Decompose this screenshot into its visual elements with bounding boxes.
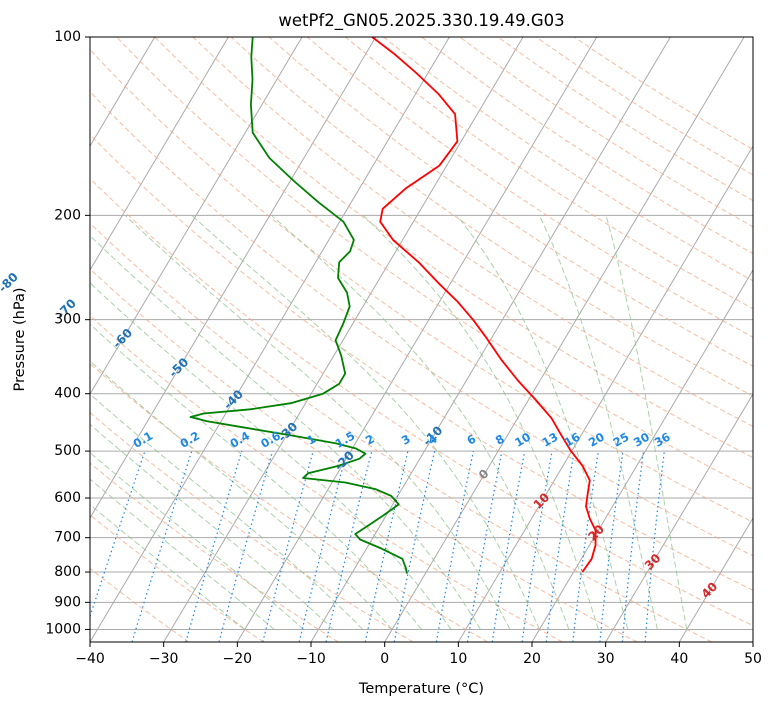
- dry-adiabat-line: [90, 514, 264, 642]
- dewpoint-line: [189, 37, 408, 574]
- moist-adiabat-line: [271, 214, 570, 630]
- moist-adiabat-line: [90, 423, 334, 630]
- x-tick-label: −40: [75, 651, 105, 667]
- x-tick-label: −30: [149, 651, 179, 667]
- mixing-ratio-label: 20: [586, 430, 607, 450]
- isotherm-line: [90, 37, 156, 148]
- mixing-ratio-label: 30: [631, 430, 652, 450]
- y-tick-label: 200: [54, 207, 81, 223]
- moist-adiabat-line: [90, 234, 481, 630]
- moist-adiabat-line: [362, 214, 599, 630]
- dry-adiabat-line: [192, 37, 753, 428]
- dry-adiabat-line: [306, 37, 753, 338]
- mixing-ratio-line: [466, 450, 503, 642]
- moist-adiabat-line: [191, 214, 540, 630]
- guide-lines: [90, 37, 753, 642]
- moist-adiabat-line: [90, 503, 246, 630]
- x-tick-label: 20: [523, 651, 541, 667]
- isotherm-line: [531, 268, 753, 642]
- mixing-ratio-line: [491, 450, 526, 642]
- plot-frame: [89, 36, 754, 643]
- y-tick-label: 1000: [45, 621, 81, 637]
- dry-adiabat-line: [90, 411, 414, 642]
- mixing-ratio-line: [521, 450, 553, 642]
- dry-adiabat-line: [90, 222, 712, 642]
- moist-adiabat-line: [90, 323, 422, 630]
- isotherm-line: [457, 145, 753, 642]
- y-tick-label: 800: [54, 564, 81, 580]
- dry-adiabat-line: [90, 134, 753, 591]
- mixing-ratio-label: 25: [611, 430, 632, 450]
- y-axis-title: Pressure (hPa): [12, 287, 28, 391]
- mixing-ratio-line: [435, 450, 474, 642]
- x-tick-label: −10: [296, 651, 326, 667]
- moist-adiabat-line: [90, 282, 452, 630]
- isotherm-line: [678, 516, 753, 642]
- dry-adiabat-line: [90, 177, 753, 627]
- moist-adiabat-line: [605, 215, 688, 630]
- mixing-ratio-label: 16: [562, 430, 583, 450]
- mixing-ratio-label: 36: [652, 430, 673, 450]
- data-lines: [189, 37, 597, 574]
- temperature-line: [371, 37, 597, 573]
- x-tick-label: 30: [597, 651, 615, 667]
- y-tick-label: 100: [54, 29, 81, 45]
- x-tick-label: 40: [670, 651, 688, 667]
- isotherm-line: [90, 37, 450, 642]
- y-tick-label: 500: [54, 443, 81, 459]
- isotherm-line: [90, 37, 377, 519]
- y-tick-label: 300: [54, 312, 81, 328]
- isotherm-line: [236, 37, 598, 642]
- mixing-ratio-line: [572, 451, 599, 642]
- dry-adiabat-line: [154, 37, 753, 459]
- mixing-ratio-line: [218, 450, 274, 642]
- isotherm-line: [90, 37, 229, 271]
- y-tick-label: 600: [54, 490, 81, 506]
- dry-adiabat-line: [116, 37, 753, 491]
- mixing-ratio-line: [621, 451, 645, 642]
- isotherm-line: [90, 37, 303, 396]
- axes: −40 −30 −20 −10 0 10 20 30 40 50 100 200 300 400 500 60…: [45, 29, 762, 667]
- dry-adiabat-line: [90, 362, 488, 642]
- mixing-ratio-line: [131, 450, 193, 642]
- mixing-ratio-label: 10: [512, 430, 533, 450]
- y-tick-label: 700: [54, 530, 81, 546]
- x-tick-label: 0: [380, 651, 389, 667]
- y-tick-label: 400: [54, 386, 81, 402]
- moist-adiabat-line: [90, 360, 393, 630]
- moist-adiabat-line: [90, 478, 275, 630]
- mixing-ratio-line: [545, 451, 575, 642]
- x-tick-label: −20: [223, 651, 253, 667]
- isotherm-line: [163, 37, 524, 642]
- chart-title: wetPf2_GN05.2025.330.19.49.G03: [278, 11, 564, 31]
- isotherm-line: [605, 393, 753, 642]
- moist-adiabat-line: [90, 393, 364, 630]
- dry-adiabat-line: [90, 462, 339, 642]
- y-tick-label: 900: [54, 594, 81, 610]
- mixing-ratio-line: [599, 451, 624, 642]
- isotherm-line: [384, 37, 745, 642]
- dry-adiabat-line: [90, 91, 753, 557]
- mixing-ratio-line: [644, 451, 665, 642]
- moist-adiabat-line: [90, 451, 305, 630]
- moist-adiabat-line: [124, 214, 511, 630]
- dry-adiabat-line: [345, 37, 753, 310]
- mixing-ratio-label: 13: [540, 430, 561, 450]
- dry-adiabat-line: [90, 48, 753, 523]
- mixing-ratio-line: [185, 450, 243, 642]
- mixing-ratio-line: [90, 450, 146, 619]
- x-axis-title: Temperature (°C): [358, 681, 484, 697]
- x-tick-label: 50: [744, 651, 762, 667]
- dry-adiabat-line: [90, 314, 563, 642]
- x-tick-label: 10: [449, 651, 467, 667]
